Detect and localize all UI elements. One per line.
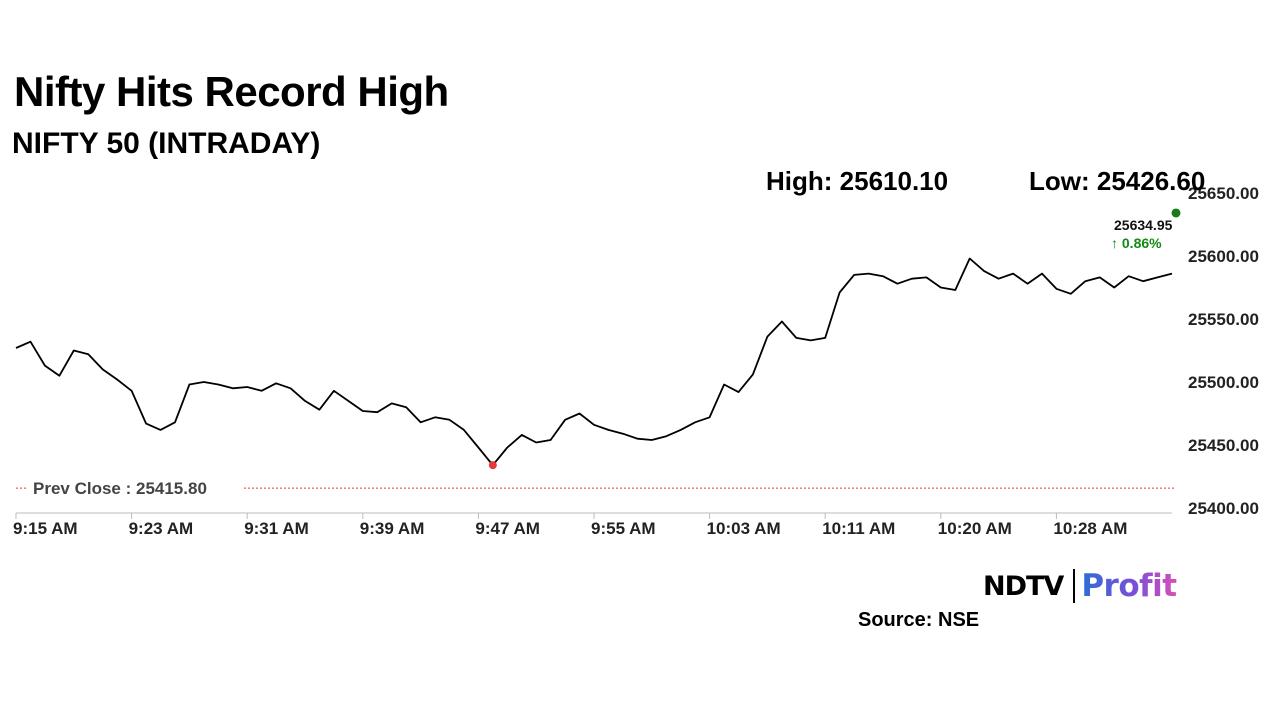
x-tick-label: 9:39 AM <box>360 519 425 538</box>
x-tick-label: 10:20 AM <box>938 519 1012 538</box>
y-tick-label: 25650.00 <box>1188 184 1259 203</box>
day-low-label: Low: 25426.60 <box>1029 166 1206 196</box>
chart-title: Nifty Hits Record High <box>14 68 449 115</box>
prev-close-label-bg <box>26 477 242 500</box>
ndtv-wordmark: NDTV <box>983 570 1064 602</box>
source-note: Source: NSE <box>858 609 980 631</box>
y-tick-label: 25450.00 <box>1188 436 1259 455</box>
profit-wordmark: Profit <box>1081 568 1177 604</box>
x-tick-label: 9:55 AM <box>591 519 656 538</box>
logo-divider <box>1073 569 1076 603</box>
prev-close-label: Prev Close : 25415.80 <box>33 479 207 498</box>
current-price-label: 25634.95 <box>1114 217 1173 233</box>
change-percent-label: ↑ 0.86% <box>1111 235 1162 251</box>
x-tick-label: 9:23 AM <box>129 519 194 538</box>
x-tick-label: 9:47 AM <box>475 519 540 538</box>
x-tick-label: 10:11 AM <box>822 519 895 538</box>
y-tick-label: 25600.00 <box>1188 247 1259 266</box>
current-price-marker <box>1171 208 1181 218</box>
x-tick-label: 9:31 AM <box>244 519 309 538</box>
x-tick-label: 10:03 AM <box>707 519 781 538</box>
x-tick-label: 10:28 AM <box>1053 519 1127 538</box>
day-high-label: High: 25610.10 <box>766 166 949 196</box>
y-tick-label: 25500.00 <box>1188 373 1259 392</box>
y-tick-label: 25400.00 <box>1188 499 1259 518</box>
x-tick-label: 9:15 AM <box>13 519 78 538</box>
chart-subtitle: NIFTY 50 (INTRADAY) <box>12 127 321 160</box>
y-tick-label: 25550.00 <box>1188 310 1259 329</box>
ndtv-profit-logo: NDTV Profit <box>983 566 1177 606</box>
day-low-marker <box>488 461 497 470</box>
price-series-line <box>15 257 1173 467</box>
